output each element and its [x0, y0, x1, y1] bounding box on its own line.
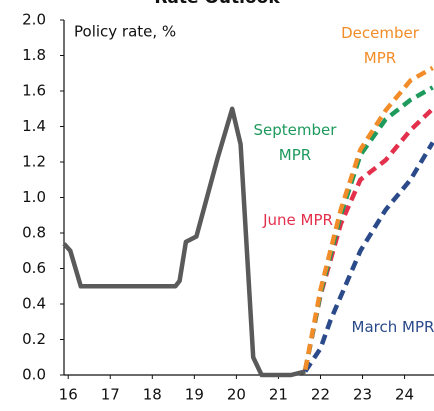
- chart-title: Rate Outlook: [154, 0, 280, 8]
- y-tick-label: 2.0: [22, 11, 46, 29]
- series-label: September MPR: [253, 121, 337, 164]
- y-tick-label: 1.4: [22, 117, 46, 135]
- series-label: June MPR: [263, 211, 333, 229]
- y-tick-label: 1.0: [22, 188, 46, 206]
- x-tick-label: 24: [395, 386, 414, 404]
- y-tick-label: 1.2: [22, 153, 46, 171]
- x-tick-label: 22: [311, 386, 330, 404]
- x-tick-label: 16: [59, 386, 78, 404]
- y-tick-label: 0.2: [22, 330, 46, 348]
- y-tick-label: 0.8: [22, 224, 46, 242]
- projection-line: [303, 65, 434, 371]
- x-tick-label: 23: [353, 386, 372, 404]
- projection-line: [303, 107, 434, 371]
- projection-line: [303, 85, 434, 371]
- annotation: Policy rate, %: [74, 23, 176, 41]
- x-tick-label: 18: [143, 386, 162, 404]
- y-tick-label: 0.4: [22, 295, 46, 313]
- projection-line: [303, 141, 434, 373]
- x-tick-label: 19: [185, 386, 204, 404]
- y-tick-label: 0.6: [22, 259, 46, 277]
- series-label: March MPR: [351, 318, 434, 336]
- x-tick-label: 20: [227, 386, 246, 404]
- x-tick-label: 17: [101, 386, 120, 404]
- history-line: [62, 106, 306, 378]
- y-tick-label: 0.0: [22, 366, 46, 384]
- series-label: December MPR: [341, 24, 419, 67]
- y-tick-label: 1.8: [22, 46, 46, 64]
- y-tick-label: 1.6: [22, 82, 46, 100]
- x-tick-label: 21: [269, 386, 288, 404]
